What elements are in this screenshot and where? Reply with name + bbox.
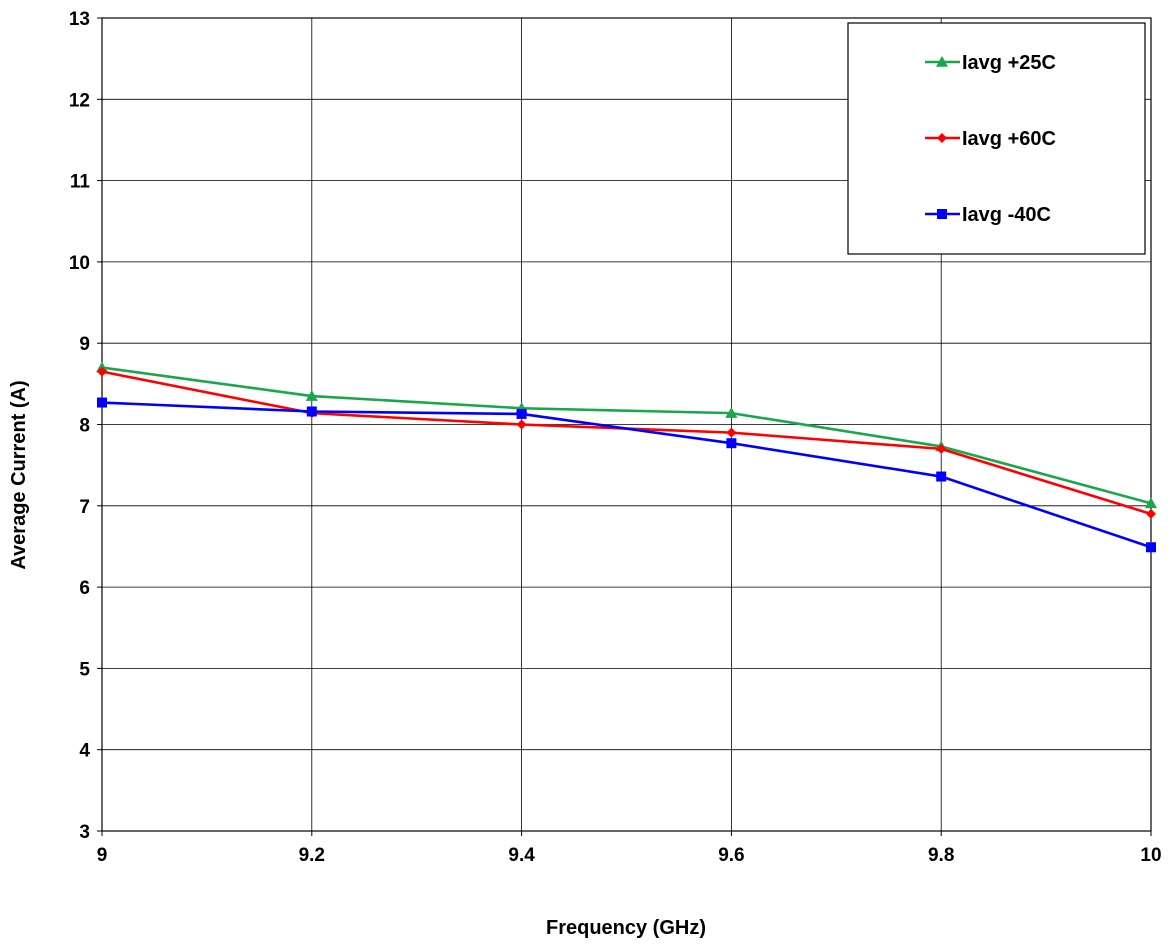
y-axis: 3 4 5 6 7 8 9 10 11 12 13 <box>69 9 102 843</box>
y-axis-title: Average Current (A) <box>8 380 30 569</box>
y-tick-label: 10 <box>69 253 90 274</box>
data-point <box>1146 508 1156 519</box>
data-point <box>1145 497 1157 509</box>
series-layer <box>96 361 1157 553</box>
y-tick-label: 12 <box>69 90 90 111</box>
x-tick-label: 9 <box>97 845 108 866</box>
legend-item: Iavg -40C <box>925 204 1051 226</box>
data-point <box>726 427 737 438</box>
data-point <box>306 406 317 417</box>
y-tick-label: 13 <box>69 9 90 30</box>
data-point <box>725 407 738 418</box>
legend-marker <box>937 209 947 219</box>
legend-label: Iavg +60C <box>962 128 1056 150</box>
y-tick-label: 8 <box>79 416 90 437</box>
x-tick-label: 9.2 <box>299 845 325 866</box>
series-1 <box>96 361 1157 509</box>
legend-item: Iavg +25C <box>925 52 1056 74</box>
series-line <box>101 370 1152 516</box>
data-point <box>516 408 527 419</box>
series-3 <box>97 397 1156 553</box>
data-point <box>97 397 107 408</box>
y-tick-label: 3 <box>79 822 90 843</box>
legend-item: Iavg +60C <box>925 128 1056 150</box>
y-tick-label: 4 <box>79 741 90 762</box>
legend-box <box>847 22 1146 255</box>
x-tick-label: 9.4 <box>508 845 535 866</box>
y-tick-label: 9 <box>79 334 90 355</box>
data-point <box>726 438 737 449</box>
legend: Iavg +25C Iavg +60C Iavg -40C <box>847 22 1146 255</box>
legend-label: Iavg +25C <box>962 52 1056 74</box>
data-point <box>305 390 318 401</box>
data-point <box>516 419 527 430</box>
x-tick-label: 9.8 <box>928 845 954 866</box>
x-axis: 9 9.2 9.4 9.6 9.8 10 <box>97 831 1162 866</box>
legend-marker <box>936 56 948 67</box>
y-tick-label: 11 <box>70 172 91 193</box>
legend-label: Iavg -40C <box>962 204 1051 226</box>
y-tick-label: 7 <box>79 497 90 518</box>
y-tick-label: 6 <box>79 578 90 599</box>
series-line <box>101 366 1152 505</box>
legend-marker <box>937 133 947 143</box>
x-tick-label: 9.6 <box>718 845 744 866</box>
data-point <box>936 471 947 482</box>
y-tick-label: 5 <box>79 659 90 680</box>
series-line <box>101 401 1152 549</box>
x-axis-title: Frequency (GHz) <box>546 917 706 939</box>
data-point <box>97 366 107 377</box>
data-point <box>936 443 947 454</box>
data-point <box>1146 542 1156 553</box>
x-tick-label: 10 <box>1140 845 1161 866</box>
